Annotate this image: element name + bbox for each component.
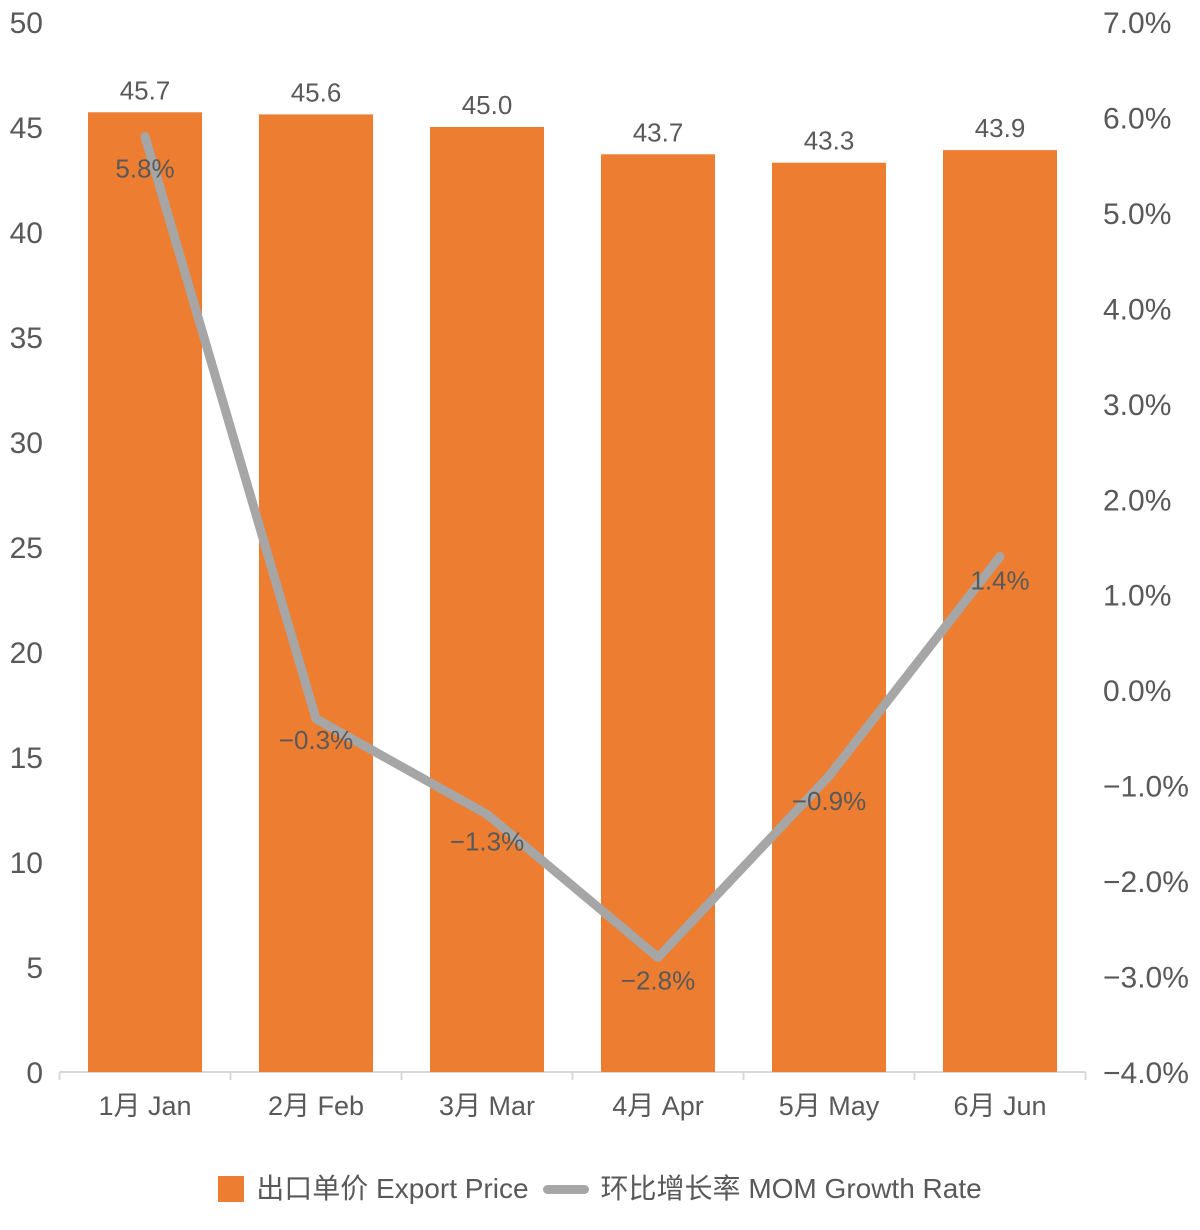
right-axis-tick-label: −4.0% — [1103, 1057, 1189, 1090]
legend-label-mom-growth-rate: 环比增长率 MOM Growth Rate — [600, 1173, 982, 1204]
line-point-label: 5.8% — [115, 154, 174, 184]
bar-value-label: 43.3 — [804, 126, 855, 156]
right-axis-tick-label: −3.0% — [1103, 962, 1189, 995]
x-axis-category-label: 2月 Feb — [268, 1091, 364, 1121]
right-axis-tick-label: 6.0% — [1103, 102, 1171, 135]
legend: 出口单价 Export Price 环比增长率 MOM Growth Rate — [0, 1175, 1200, 1203]
line-series-swatch-icon — [542, 1184, 589, 1194]
right-axis-tick-label: 7.0% — [1103, 7, 1171, 40]
bar-value-label: 43.9 — [975, 113, 1026, 143]
left-axis-tick-label: 40 — [10, 217, 43, 250]
line-point-label: −0.9% — [792, 786, 866, 816]
bar-5月 May — [772, 162, 886, 1072]
left-axis-tick-label: 10 — [10, 847, 43, 880]
bar-1月 Jan — [88, 112, 202, 1073]
right-axis-tick-label: 4.0% — [1103, 293, 1171, 326]
left-axis-tick-label: 50 — [10, 7, 43, 40]
combo-chart: 0 5 10 15 20 25 30 35 40 45 50 −4.0% −3.0% −2.0% −1.0%… — [10, 7, 1189, 1121]
legend-item-export-price: 出口单价 Export Price — [218, 1173, 529, 1204]
right-axis-tick-label: −2.0% — [1103, 866, 1189, 899]
right-axis-tick-label: 3.0% — [1103, 389, 1171, 422]
bar-value-label: 45.0 — [462, 90, 513, 120]
right-axis-tick-label: 2.0% — [1103, 484, 1171, 517]
right-axis-tick-label: 1.0% — [1103, 580, 1171, 613]
left-axis-tick-label: 45 — [10, 112, 43, 145]
bar-value-label: 43.7 — [633, 117, 684, 147]
line-point-label: −2.8% — [621, 965, 695, 995]
line-point-label: −0.3% — [279, 725, 353, 755]
left-axis-tick-label: 5 — [26, 952, 43, 985]
left-axis-tick-label: 35 — [10, 322, 43, 355]
right-axis-tick-label: −1.0% — [1103, 771, 1189, 804]
right-axis-tick-label: 5.0% — [1103, 198, 1171, 231]
line-point-label: −1.3% — [450, 826, 524, 856]
x-axis-category-label: 6月 Jun — [953, 1091, 1046, 1121]
bar-series-swatch-icon — [218, 1176, 245, 1202]
left-axis-tick-label: 30 — [10, 427, 43, 460]
left-axis-tick-label: 15 — [10, 742, 43, 775]
bar-value-label: 45.6 — [291, 77, 342, 107]
left-axis-tick-label: 20 — [10, 637, 43, 670]
bar-value-label: 45.7 — [120, 75, 171, 105]
left-axis-tick-label: 0 — [26, 1057, 43, 1090]
bar-3月 Mar — [430, 127, 544, 1072]
bar-4月 Apr — [601, 154, 715, 1073]
x-axis-category-label: 3月 Mar — [439, 1091, 535, 1121]
x-axis-category-label: 5月 May — [779, 1091, 880, 1121]
legend-label-export-price: 出口单价 Export Price — [256, 1173, 529, 1204]
mom-growth-line — [140, 132, 1005, 962]
x-axis-category-label: 4月 Apr — [612, 1091, 704, 1121]
left-axis-tick-label: 25 — [10, 532, 43, 565]
legend-item-mom-growth-rate: 环比增长率 MOM Growth Rate — [542, 1173, 982, 1204]
right-axis-tick-label: 0.0% — [1103, 675, 1171, 708]
x-axis-category-label: 1月 Jan — [98, 1091, 191, 1121]
line-point-label: 1.4% — [970, 566, 1029, 596]
